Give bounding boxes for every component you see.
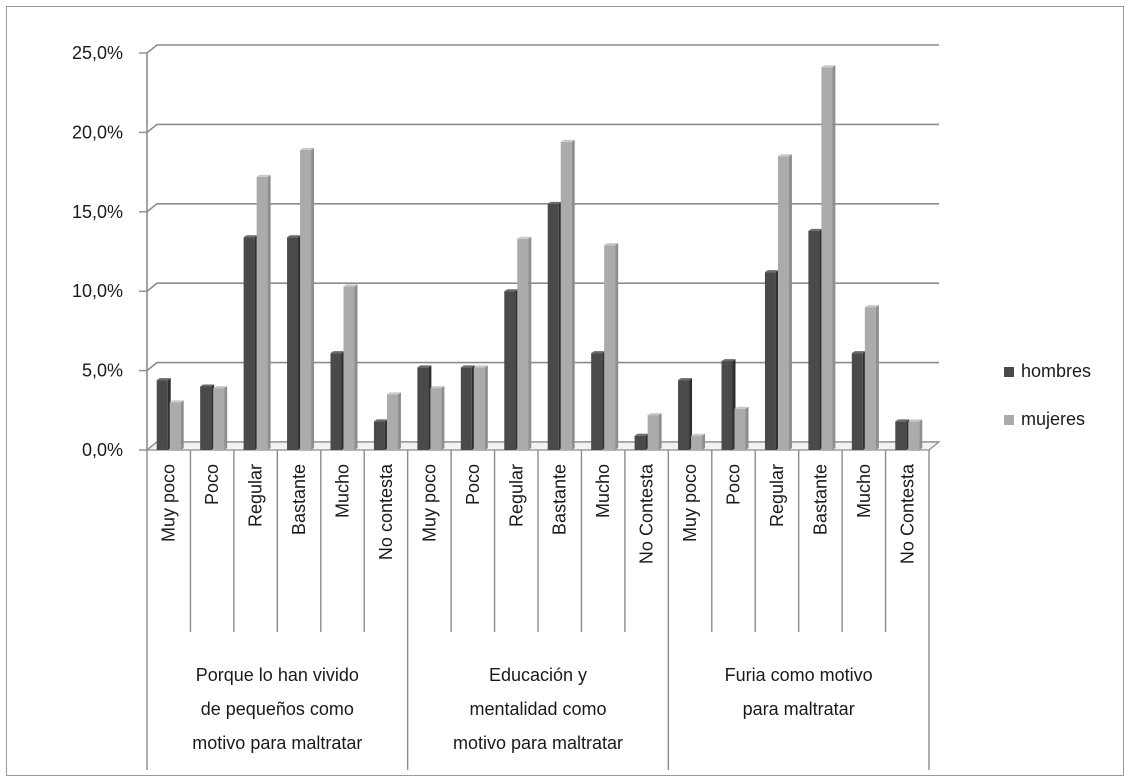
y-tick-label: 25,0% <box>72 43 123 63</box>
bar-hombres <box>808 228 823 450</box>
bar-hombres <box>504 289 519 450</box>
bar-mujeres <box>777 154 792 450</box>
y-tick-label: 5,0% <box>82 361 123 381</box>
bar-mujeres <box>691 433 706 450</box>
group-label: motivo para maltratar <box>453 733 623 753</box>
bar-mujeres <box>256 174 271 450</box>
bar-mujeres <box>169 400 184 450</box>
group-label: para maltratar <box>743 699 855 719</box>
bar-hombres <box>330 351 345 450</box>
bar-hombres <box>156 378 171 450</box>
legend-swatch-hombres <box>1004 367 1014 377</box>
gridline <box>146 361 939 372</box>
bar-hombres <box>895 419 910 450</box>
legend-swatch-mujeres <box>1004 415 1014 425</box>
gridline <box>146 282 939 292</box>
bar-mujeres <box>517 236 532 450</box>
bar-hombres <box>200 384 215 450</box>
category-label: Mucho <box>854 464 874 518</box>
legend-label-mujeres: mujeres <box>1021 409 1085 429</box>
group-label: mentalidad como <box>469 699 606 719</box>
bar-hombres <box>634 433 649 450</box>
category-label: Muy poco <box>419 464 439 542</box>
group-label: de pequeños como <box>201 699 354 719</box>
bar-mujeres <box>864 305 879 450</box>
legend: hombres mujeres <box>1004 361 1091 429</box>
bar-mujeres <box>386 392 401 450</box>
gridline <box>146 203 939 213</box>
bars <box>156 65 923 451</box>
y-tick-label: 15,0% <box>72 202 123 222</box>
category-label: Muy poco <box>680 464 700 542</box>
category-label: No contesta <box>376 463 396 560</box>
bar-mujeres <box>300 147 315 451</box>
category-label: Bastante <box>550 464 570 535</box>
category-label: Mucho <box>333 464 353 518</box>
axis-labels: 0,0% 5,0% 10,0% 15,0% 20,0% 25,0% Muy poco Poco… <box>72 43 917 753</box>
bar-mujeres <box>560 139 575 451</box>
bar-mujeres <box>734 406 749 450</box>
bar-hombres <box>678 378 693 450</box>
gridline <box>146 123 939 134</box>
category-label: Poco <box>724 464 744 505</box>
bar-mujeres <box>473 365 488 450</box>
category-label: Poco <box>463 464 483 505</box>
bar-hombres <box>417 365 432 450</box>
group-label: motivo para maltratar <box>192 733 362 753</box>
y-tick-label: 10,0% <box>72 281 123 301</box>
bar-hombres <box>460 365 475 450</box>
bar-mujeres <box>213 386 228 450</box>
category-label: Bastante <box>289 464 309 535</box>
bar-mujeres <box>604 243 619 450</box>
bar-mujeres <box>430 386 445 450</box>
category-label: Poco <box>202 464 222 505</box>
category-label: No Contesta <box>637 463 657 564</box>
bar-mujeres <box>343 284 358 450</box>
group-label: Furia como motivo <box>725 665 873 685</box>
bar-mujeres <box>647 413 662 450</box>
bar-hombres <box>373 419 388 450</box>
category-label: Regular <box>767 464 787 527</box>
group-label: Porque lo han vivido <box>196 665 359 685</box>
bar-hombres <box>547 201 562 450</box>
bar-hombres <box>243 235 258 450</box>
category-label: Regular <box>246 464 266 527</box>
y-tick-label: 20,0% <box>72 122 123 142</box>
category-label: Regular <box>506 464 526 527</box>
y-tick-label: 0,0% <box>82 440 123 460</box>
bar-hombres <box>764 270 779 450</box>
bar-mujeres <box>908 419 923 450</box>
gridline <box>146 44 939 54</box>
bar-hombres <box>287 235 302 450</box>
bar-mujeres <box>821 65 836 451</box>
category-label: Mucho <box>593 464 613 518</box>
bar-hombres <box>591 351 606 450</box>
bar-hombres <box>851 351 866 450</box>
group-label: Educación y <box>489 665 587 685</box>
bar-hombres <box>721 359 736 450</box>
legend-label-hombres: hombres <box>1021 361 1091 381</box>
category-label: Muy poco <box>159 464 179 542</box>
category-label: No Contesta <box>897 463 917 564</box>
category-label: Bastante <box>810 464 830 535</box>
